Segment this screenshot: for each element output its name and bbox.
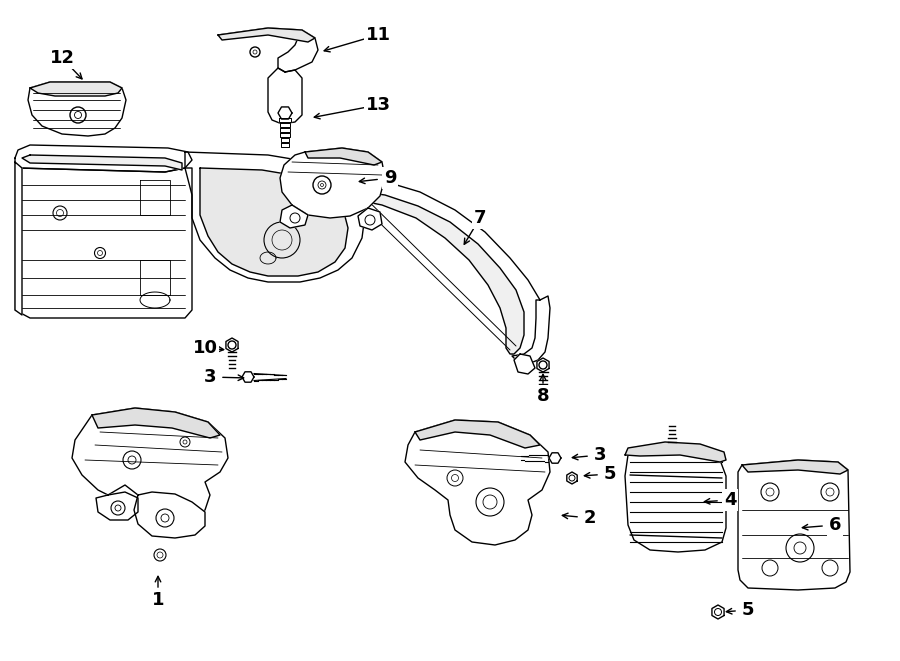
Polygon shape	[280, 133, 290, 137]
Text: 11: 11	[365, 26, 391, 44]
Polygon shape	[738, 460, 850, 590]
Polygon shape	[537, 358, 549, 372]
Polygon shape	[305, 148, 382, 165]
Polygon shape	[281, 138, 289, 142]
Polygon shape	[15, 145, 192, 172]
Polygon shape	[96, 492, 138, 520]
Polygon shape	[549, 453, 561, 463]
Polygon shape	[514, 354, 535, 374]
Polygon shape	[22, 155, 182, 170]
Text: 2: 2	[584, 509, 596, 527]
Polygon shape	[625, 448, 726, 552]
Text: 8: 8	[536, 387, 549, 405]
Text: 12: 12	[50, 49, 75, 67]
Polygon shape	[200, 168, 348, 276]
Text: 3: 3	[203, 368, 216, 386]
Polygon shape	[280, 148, 385, 218]
Polygon shape	[278, 107, 292, 119]
Text: 9: 9	[383, 169, 396, 187]
Text: 13: 13	[365, 96, 391, 114]
Polygon shape	[268, 68, 302, 124]
Polygon shape	[30, 82, 122, 96]
Polygon shape	[358, 208, 382, 230]
Polygon shape	[279, 118, 291, 122]
Text: 6: 6	[829, 516, 842, 534]
Text: 10: 10	[193, 339, 218, 357]
Text: 5: 5	[742, 601, 754, 619]
Polygon shape	[28, 82, 126, 136]
Polygon shape	[226, 338, 239, 352]
Polygon shape	[92, 408, 220, 438]
Polygon shape	[318, 172, 545, 362]
Text: 7: 7	[473, 209, 486, 227]
Polygon shape	[405, 420, 550, 545]
Text: 1: 1	[152, 591, 164, 609]
Polygon shape	[218, 28, 318, 72]
Polygon shape	[72, 408, 228, 524]
Polygon shape	[567, 472, 577, 484]
Polygon shape	[281, 143, 289, 147]
Polygon shape	[280, 128, 290, 132]
Polygon shape	[348, 190, 524, 354]
Polygon shape	[712, 605, 724, 619]
Polygon shape	[280, 205, 308, 228]
Polygon shape	[512, 296, 550, 364]
Text: 3: 3	[594, 446, 607, 464]
Polygon shape	[15, 162, 22, 315]
Text: 5: 5	[604, 465, 617, 483]
Polygon shape	[185, 152, 365, 282]
Polygon shape	[415, 420, 540, 448]
Polygon shape	[625, 442, 726, 462]
Polygon shape	[218, 28, 315, 42]
Polygon shape	[15, 162, 192, 318]
Polygon shape	[242, 371, 254, 382]
Polygon shape	[742, 460, 848, 474]
Text: 4: 4	[724, 491, 736, 509]
Polygon shape	[280, 123, 290, 127]
Polygon shape	[134, 492, 205, 538]
